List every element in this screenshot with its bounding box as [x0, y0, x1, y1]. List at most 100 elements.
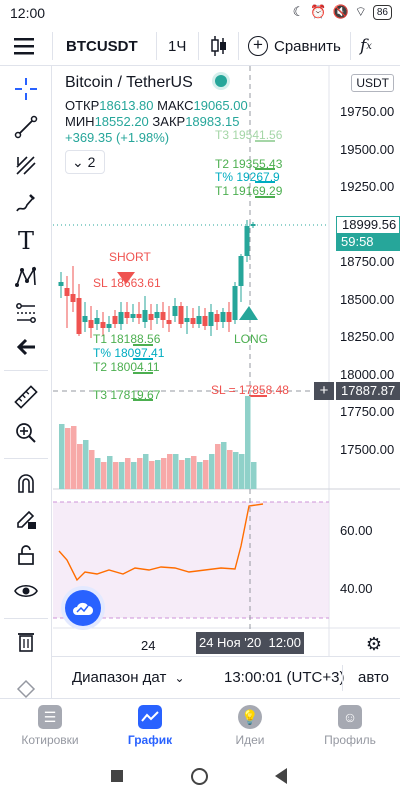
prediction-icon[interactable] — [6, 296, 46, 330]
candle-body — [154, 312, 160, 318]
target2-lower-label: T2 18004.11 — [93, 360, 160, 374]
add-alert-button[interactable]: + — [314, 382, 334, 400]
chevron-down-icon: ⌄ — [72, 154, 84, 170]
candle-body — [208, 312, 214, 326]
compare-label: Сравнить — [274, 37, 341, 55]
candle-body — [226, 312, 232, 322]
pattern-icon[interactable] — [6, 260, 46, 294]
volume-bar — [167, 454, 173, 489]
volume-bar — [143, 454, 149, 489]
bottom-navigation: ☰ Котировки График 💡 Идеи ☺ Профиль — [0, 698, 400, 756]
volume-bar — [149, 461, 155, 489]
eye-icon[interactable] — [6, 574, 46, 608]
currency-badge[interactable]: USDT — [351, 74, 394, 92]
magnet-icon[interactable] — [6, 466, 46, 500]
volume-bar — [191, 456, 197, 489]
candle-body — [202, 316, 208, 326]
volume-bar — [173, 454, 179, 489]
candle-body — [166, 320, 172, 324]
clock-timezone-button[interactable]: 13:00:01 (UTC+3) — [224, 669, 345, 686]
auto-scale-button[interactable]: авто — [358, 669, 390, 686]
ruler-icon[interactable] — [6, 380, 46, 414]
interval-button[interactable]: 1Ч — [168, 37, 187, 55]
candles-icon[interactable] — [210, 26, 228, 66]
date-range-button[interactable]: Диапазон дат ⌄ — [72, 669, 185, 686]
price-label-18250: 18250.00 — [340, 329, 395, 344]
recents-icon[interactable] — [111, 770, 123, 782]
volume-bar — [161, 458, 167, 489]
chart-canvas[interactable] — [53, 66, 400, 656]
drawing-toolbar: T — [0, 66, 52, 706]
candle-body — [58, 282, 64, 286]
candle-body — [82, 316, 88, 322]
candle-body — [112, 316, 118, 324]
chart-area[interactable]: Bitcoin / TetherUS ОТКР18613.80 МАКС1906… — [53, 66, 400, 656]
back-arrow-icon[interactable] — [6, 330, 46, 364]
lock-drawing-icon[interactable] — [6, 502, 46, 536]
candle-body — [130, 314, 136, 318]
candle-body — [94, 318, 100, 324]
nav-ideas[interactable]: 💡 Идеи — [200, 705, 300, 747]
candle-body — [118, 312, 124, 324]
trend-line-icon[interactable] — [6, 110, 46, 144]
chart-bottom-bar: Диапазон дат ⌄ 13:00:01 (UTC+3) авто — [52, 656, 400, 698]
chart-settings-gear-icon[interactable]: ⚙ — [365, 634, 382, 654]
compare-button[interactable]: + Сравнить — [248, 26, 341, 66]
time-label-24: 24 — [141, 638, 156, 653]
candle-body — [244, 226, 250, 256]
candle-body — [196, 316, 202, 324]
volume-bar — [197, 462, 203, 489]
crosshair-price-tag: 17887.87 — [336, 382, 400, 400]
long-arrow-icon — [239, 306, 258, 320]
candle-body — [238, 256, 244, 286]
price-label-18500: 18500.00 — [340, 292, 395, 307]
candle-body — [70, 294, 76, 302]
price-label-19250: 19250.00 — [340, 179, 395, 194]
candle-body — [64, 288, 70, 296]
target3-upper-label: T3 19541.56 — [215, 128, 283, 142]
nav-quotes[interactable]: ☰ Котировки — [0, 705, 100, 747]
price-label-19500: 19500.00 — [340, 142, 395, 157]
zoom-in-icon[interactable] — [6, 416, 46, 450]
back-icon[interactable] — [275, 768, 287, 784]
crosshair-icon[interactable] — [6, 72, 46, 106]
volume-bar — [251, 462, 257, 489]
candle-body — [250, 224, 256, 226]
rsi-label-40: 40.00 — [340, 581, 373, 596]
nav-profile[interactable]: ☺ Профиль — [300, 705, 400, 747]
brush-icon[interactable] — [6, 186, 46, 220]
collapse-legend-button[interactable]: ⌄ 2 — [65, 150, 105, 174]
cloud-icon[interactable] — [65, 590, 101, 626]
lightbulb-icon: 💡 — [238, 705, 262, 729]
menu-icon[interactable] — [14, 26, 36, 66]
candle-body — [100, 322, 106, 328]
candle-body — [106, 324, 112, 328]
volume-bar — [239, 454, 245, 489]
symbol-title: Bitcoin / TetherUS — [65, 74, 228, 92]
long-label: LONG — [234, 332, 269, 346]
target-pct-upper-label: T% 19267.9 — [215, 170, 280, 184]
home-icon[interactable] — [191, 768, 208, 785]
eraser-icon[interactable] — [6, 670, 46, 704]
trash-icon[interactable] — [6, 624, 46, 658]
symbol-button[interactable]: BTCUSDT — [66, 37, 138, 55]
chevron-down-icon: ⌄ — [174, 671, 185, 685]
target1-upper-label: T1 19169.29 — [215, 184, 283, 198]
volume-bar — [89, 450, 95, 489]
target3-lower-label: T3 17819.67 — [93, 388, 161, 402]
nav-chart[interactable]: График — [100, 705, 200, 747]
status-time: 12:00 — [10, 5, 46, 21]
moon-icon: ☾ — [292, 4, 305, 19]
text-icon[interactable]: T — [17, 227, 34, 255]
candle-body — [160, 312, 166, 320]
volume-bar — [179, 460, 185, 489]
volume-bar — [185, 458, 191, 489]
volume-bar — [155, 460, 161, 489]
unlock-icon[interactable] — [6, 538, 46, 572]
volume-bar — [245, 396, 251, 489]
price-label-17750: 17750.00 — [340, 404, 395, 419]
candle-body — [184, 318, 190, 322]
fib-icon[interactable] — [6, 148, 46, 182]
